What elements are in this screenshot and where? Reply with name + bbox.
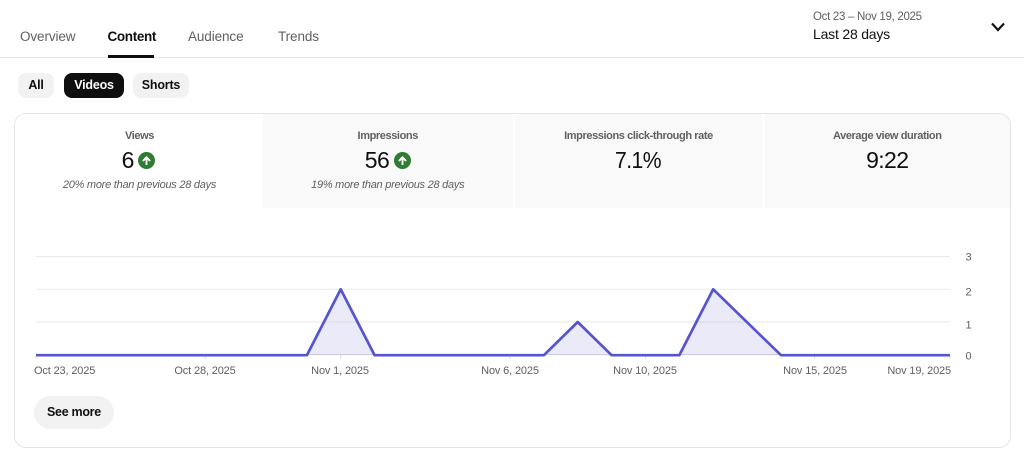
svg-text:Oct 28, 2025: Oct 28, 2025 — [174, 365, 235, 377]
svg-text:Nov 15, 2025: Nov 15, 2025 — [783, 365, 847, 377]
svg-text:Nov 19, 2025: Nov 19, 2025 — [887, 365, 951, 377]
svg-text:3: 3 — [966, 252, 972, 264]
svg-text:1: 1 — [966, 320, 972, 332]
svg-text:Oct 23, 2025: Oct 23, 2025 — [34, 365, 95, 377]
svg-text:Nov 10, 2025: Nov 10, 2025 — [613, 365, 677, 377]
svg-text:Nov 6, 2025: Nov 6, 2025 — [481, 365, 539, 377]
svg-text:Nov 1, 2025: Nov 1, 2025 — [311, 365, 369, 377]
svg-text:0: 0 — [966, 351, 972, 363]
svg-text:2: 2 — [966, 287, 972, 299]
